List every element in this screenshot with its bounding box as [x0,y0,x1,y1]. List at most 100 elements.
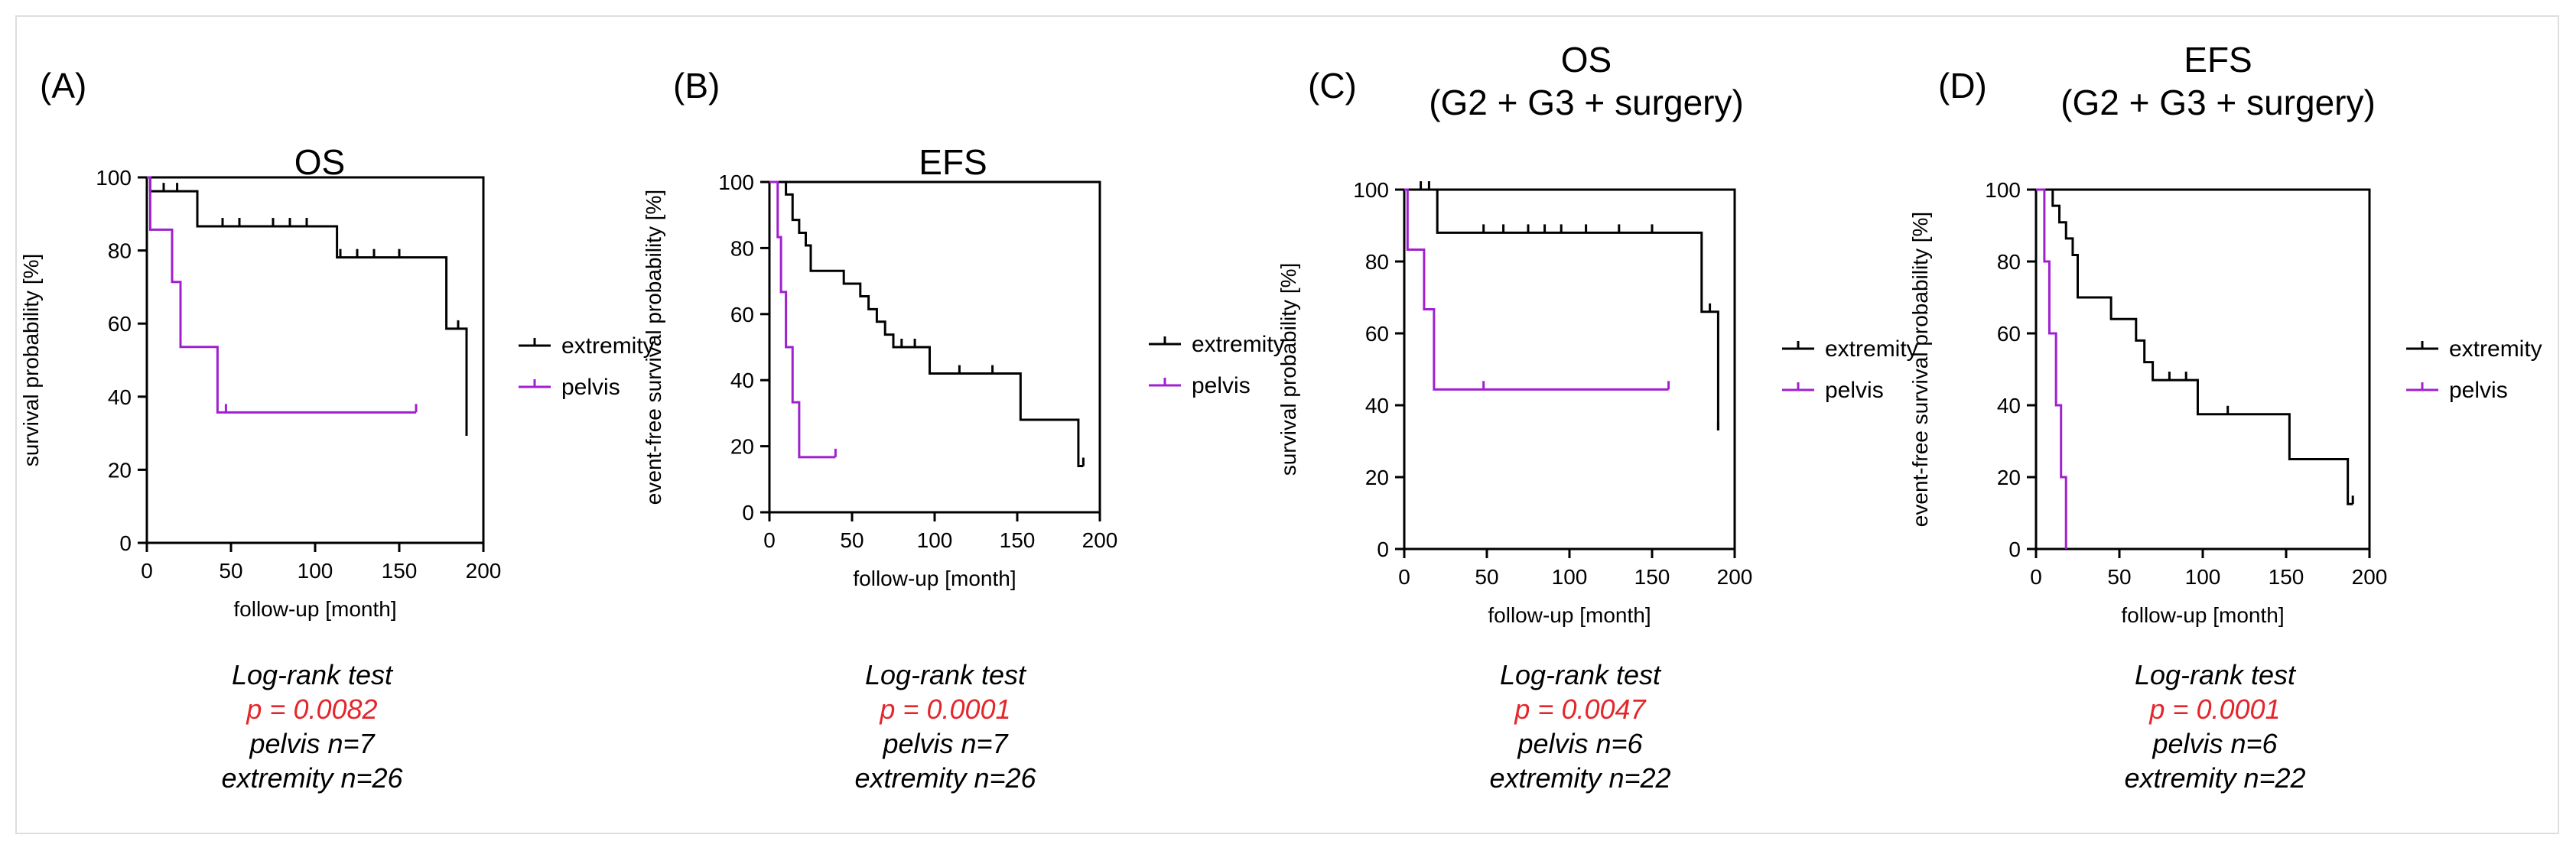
y-tick-label: 40 [730,369,754,392]
km-panel: (A) OS 0 20 40 60 80 100 0 50 100 150 200 follow-up [… [19,66,655,621]
y-tick-label: 60 [1997,322,2021,346]
panel-label: (D) [1938,66,1987,106]
stats-test-label: Log-rank test [864,659,1026,690]
panel-label: (B) [673,66,720,106]
plot-frame [2034,188,2371,551]
chart-title: EFS [919,142,987,182]
x-tick-label: 50 [840,528,864,552]
x-tick-label: 100 [917,528,953,552]
x-tick-label: 200 [1717,565,1753,589]
stats-test-label: Log-rank test [2134,659,2296,690]
stats-extremity-n: extremity n=26 [221,762,403,794]
stats-panel-d: Log-rank test p = 0.0001 pelvis n=6 extr… [1986,658,2444,795]
plot-frame [145,176,485,544]
km-panel: (B) EFS 0 20 40 60 80 100 0 50 100 150 200 follow-up … [642,66,1285,590]
x-tick-label: 200 [2352,565,2388,589]
chart-title: EFS [2184,40,2252,80]
legend-label: extremity [2449,336,2542,362]
y-tick-label: 0 [1377,538,1389,561]
x-axis-label: follow-up [month] [1488,603,1651,627]
y-tick-label: 60 [108,312,132,336]
stats-panel-c: Log-rank test p = 0.0047 pelvis n=6 extr… [1351,658,1810,795]
x-tick-label: 200 [466,559,502,583]
y-axis-label: event-free survival probability [%] [642,190,665,505]
x-tick-label: 150 [1634,565,1670,589]
x-tick-label: 100 [1552,565,1588,589]
stats-p-value: p = 0.0047 [1514,693,1646,725]
stats-test-label: Log-rank test [1499,659,1661,690]
x-axis-label: follow-up [month] [2121,603,2284,627]
series-line-pelvis [2036,188,2067,549]
stats-p-value: p = 0.0001 [2149,693,2281,725]
y-axis-label: event-free survival probability [%] [1908,212,1932,527]
x-tick-label: 200 [1082,528,1118,552]
y-tick-label: 0 [119,531,132,555]
stats-pelvis-n: pelvis n=7 [249,728,375,759]
x-tick-label: 50 [2107,565,2131,589]
panel-label: (A) [40,66,86,106]
y-tick-label: 80 [1365,250,1389,274]
series-line-pelvis [769,180,836,459]
x-tick-label: 100 [2185,565,2221,589]
chart-title: (G2 + G3 + surgery) [1429,83,1744,122]
y-tick-label: 20 [1997,466,2021,489]
x-tick-label: 150 [382,559,418,583]
stats-panel-a: Log-rank test p = 0.0082 pelvis n=7 extr… [83,658,542,795]
series-line-pelvis [147,176,416,414]
legend-label: extremity [561,333,655,359]
y-tick-label: 40 [1365,394,1389,417]
y-tick-label: 100 [718,171,754,194]
stats-extremity-n: extremity n=26 [854,762,1036,794]
y-tick-label: 40 [1997,394,2021,417]
y-tick-label: 20 [730,435,754,459]
legend-label: pelvis [561,375,620,400]
y-axis-label: survival probability [%] [1277,263,1300,476]
y-tick-label: 60 [730,303,754,326]
stats-p-value: p = 0.0001 [880,693,1011,725]
x-tick-label: 0 [141,559,153,583]
chart-title: OS [294,142,345,182]
y-tick-label: 20 [108,458,132,482]
legend-label: extremity [1825,336,1918,362]
x-axis-label: follow-up [month] [233,597,396,621]
legend-label: extremity [1192,332,1285,357]
y-tick-label: 100 [1353,178,1389,202]
series-line-extremity [2036,188,2353,505]
series-line-pelvis [1404,188,1669,391]
x-tick-label: 150 [2269,565,2304,589]
legend-label: pelvis [2449,378,2508,403]
y-tick-label: 80 [730,236,754,260]
stats-pelvis-n: pelvis n=6 [2152,728,2278,759]
x-tick-label: 0 [763,528,776,552]
y-tick-label: 100 [96,166,132,190]
y-tick-label: 0 [742,501,754,525]
y-tick-label: 100 [1985,178,2021,202]
y-tick-label: 80 [108,239,132,263]
x-tick-label: 0 [1398,565,1410,589]
x-tick-label: 50 [219,559,242,583]
stats-test-label: Log-rank test [231,659,393,690]
x-tick-label: 0 [2030,565,2042,589]
x-axis-label: follow-up [month] [853,567,1016,590]
x-tick-label: 100 [298,559,333,583]
km-panel: (C) OS(G2 + G3 + surgery) 0 20 40 60 80 100 0 50 1… [1277,40,1918,627]
chart-title: (G2 + G3 + surgery) [2060,83,2376,122]
stats-panel-b: Log-rank test p = 0.0001 pelvis n=7 extr… [716,658,1175,795]
stats-pelvis-n: pelvis n=7 [883,728,1008,759]
y-tick-label: 20 [1365,466,1389,489]
panel-label: (C) [1308,66,1357,106]
legend-label: pelvis [1825,378,1884,403]
series-line-extremity [147,176,468,436]
figure-frame [15,15,2559,834]
stats-p-value: p = 0.0082 [246,693,378,725]
stats-extremity-n: extremity n=22 [2124,762,2306,794]
plot-frame [1403,188,1736,551]
series-line-extremity [769,180,1084,468]
y-tick-label: 80 [1997,250,2021,274]
plot-frame [768,180,1101,514]
km-panel: (D) EFS(G2 + G3 + surgery) 0 20 40 60 80 100 0 50… [1908,40,2542,627]
stats-pelvis-n: pelvis n=6 [1517,728,1643,759]
y-tick-label: 0 [2008,538,2021,561]
x-tick-label: 50 [1475,565,1498,589]
